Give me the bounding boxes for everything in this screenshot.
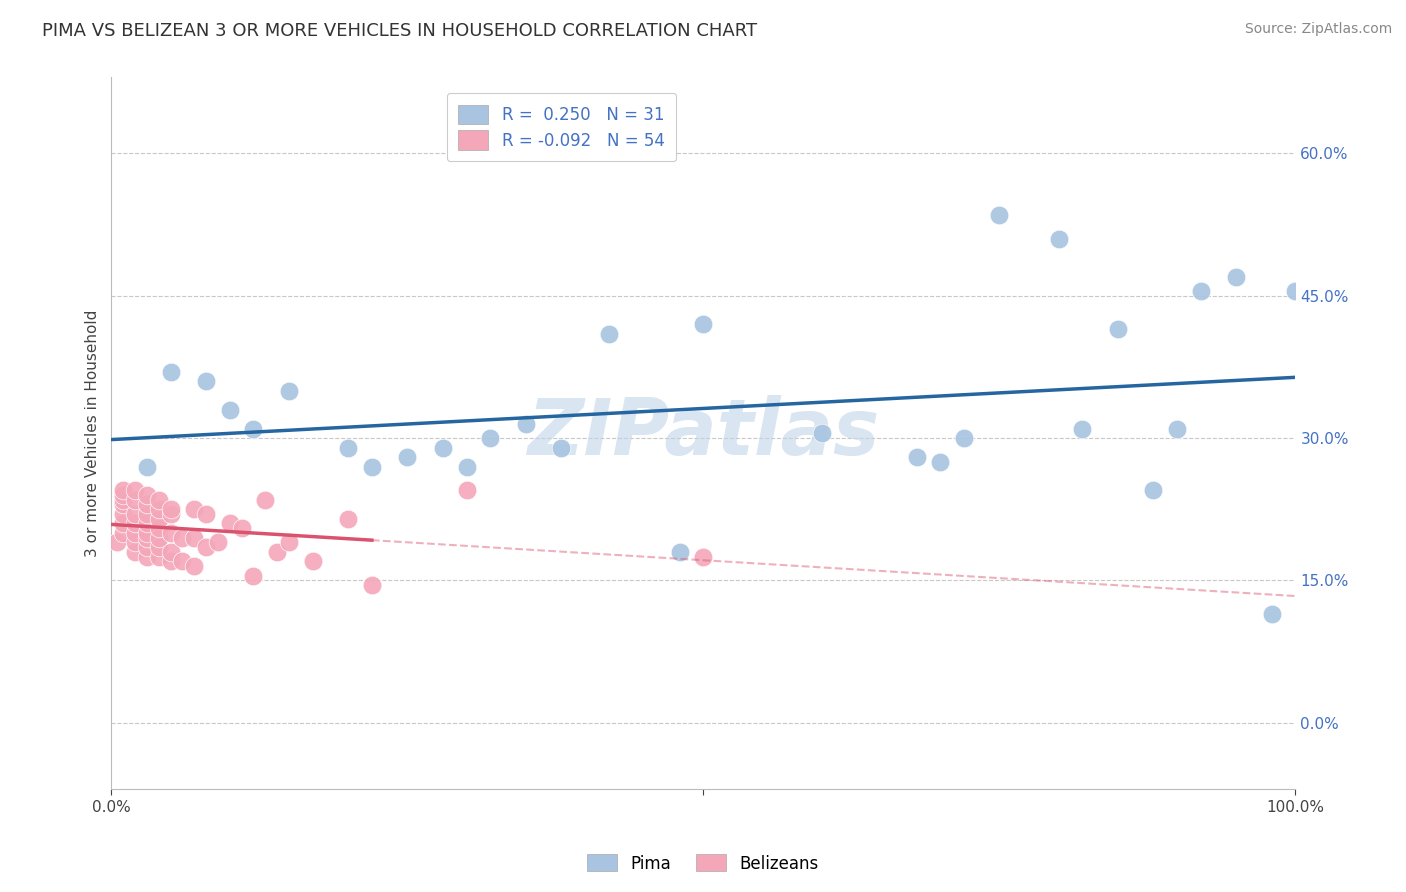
Point [112,483,135,498]
Point [905,450,928,464]
Point [278,384,301,398]
Text: Source: ZipAtlas.com: Source: ZipAtlas.com [1244,22,1392,37]
Point [112,507,135,521]
Point [811,426,834,441]
Point [456,483,478,498]
Y-axis label: 3 or more Vehicles in Household: 3 or more Vehicles in Household [86,310,100,557]
Point [124,492,146,507]
Point [598,326,620,341]
Text: ZIPatlas: ZIPatlas [527,395,880,471]
Point [148,549,170,564]
Point [124,535,146,549]
Point [1047,232,1070,246]
Point [432,441,454,455]
Point [159,365,181,379]
Point [136,498,159,512]
Point [396,450,419,464]
Point [218,516,240,531]
Point [195,507,218,521]
Point [148,540,170,554]
Point [301,554,323,568]
Point [124,545,146,559]
Point [278,535,301,549]
Point [254,492,277,507]
Point [337,511,360,525]
Point [159,545,181,559]
Point [1261,607,1284,621]
Point [456,459,478,474]
Point [136,525,159,540]
Point [159,554,181,568]
Point [159,507,181,521]
Point [105,535,128,549]
Point [195,374,218,388]
Point [136,516,159,531]
Point [361,459,384,474]
Point [112,516,135,531]
Legend: Pima, Belizeans: Pima, Belizeans [581,847,825,880]
Point [124,516,146,531]
Point [1071,421,1094,435]
Point [242,568,264,582]
Point [550,441,572,455]
Point [1225,269,1247,284]
Point [266,545,288,559]
Point [1166,421,1188,435]
Point [136,540,159,554]
Point [361,578,384,592]
Point [136,488,159,502]
Point [231,521,253,535]
Point [929,455,952,469]
Point [183,502,205,516]
Point [195,540,218,554]
Point [1107,322,1129,336]
Point [148,521,170,535]
Point [112,488,135,502]
Point [207,535,229,549]
Point [1284,284,1306,298]
Point [337,441,360,455]
Point [148,492,170,507]
Point [988,208,1011,222]
Point [136,507,159,521]
Point [668,545,690,559]
Point [136,531,159,545]
Point [218,402,240,417]
Point [172,554,194,568]
Point [692,549,714,564]
Point [124,525,146,540]
Point [515,417,537,431]
Point [242,421,264,435]
Point [136,549,159,564]
Legend: R =  0.250   N = 31, R = -0.092   N = 54: R = 0.250 N = 31, R = -0.092 N = 54 [447,93,676,161]
Point [183,559,205,574]
Point [112,525,135,540]
Point [479,431,502,445]
Point [953,431,976,445]
Point [112,492,135,507]
Point [183,531,205,545]
Point [159,525,181,540]
Point [124,507,146,521]
Text: PIMA VS BELIZEAN 3 OR MORE VEHICLES IN HOUSEHOLD CORRELATION CHART: PIMA VS BELIZEAN 3 OR MORE VEHICLES IN H… [42,22,758,40]
Point [172,531,194,545]
Point [112,498,135,512]
Point [1189,284,1212,298]
Point [1142,483,1164,498]
Point [136,459,159,474]
Point [124,483,146,498]
Point [148,502,170,516]
Point [148,511,170,525]
Point [148,531,170,545]
Point [159,502,181,516]
Point [692,317,714,331]
